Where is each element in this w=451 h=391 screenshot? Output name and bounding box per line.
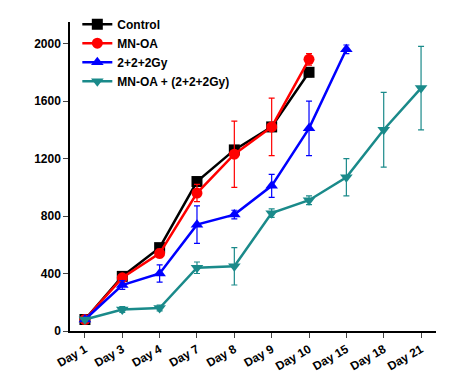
svg-text:Day 18: Day 18	[348, 342, 389, 374]
svg-text:Control: Control	[117, 18, 160, 32]
svg-text:Day 8: Day 8	[204, 342, 239, 370]
svg-text:Day 4: Day 4	[129, 342, 164, 370]
svg-text:0: 0	[54, 324, 61, 338]
svg-text:Day 9: Day 9	[241, 342, 276, 370]
svg-text:Day 7: Day 7	[167, 342, 202, 370]
svg-text:800: 800	[41, 209, 61, 223]
svg-text:Day 21: Day 21	[385, 342, 426, 374]
svg-text:Day 3: Day 3	[92, 342, 127, 370]
svg-text:2+2+2Gy: 2+2+2Gy	[117, 56, 167, 70]
svg-text:Day 15: Day 15	[310, 342, 351, 374]
svg-text:1600: 1600	[34, 94, 61, 108]
svg-text:2000: 2000	[34, 37, 61, 51]
svg-text:Day 1: Day 1	[55, 342, 90, 370]
svg-text:1200: 1200	[34, 152, 61, 166]
svg-text:MN-OA + (2+2+2Gy): MN-OA + (2+2+2Gy)	[117, 75, 229, 89]
svg-text:MN-OA: MN-OA	[117, 37, 158, 51]
svg-text:Day 10: Day 10	[273, 342, 314, 374]
svg-text:400: 400	[41, 267, 61, 281]
